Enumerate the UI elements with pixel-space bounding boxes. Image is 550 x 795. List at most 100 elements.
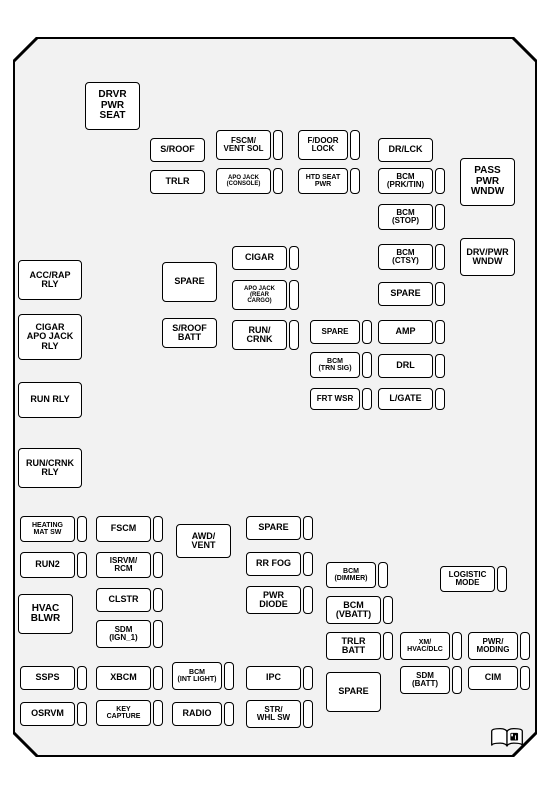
manual-book-icon: i (490, 727, 524, 749)
fuse-run-rly: RUN RLY (18, 382, 82, 418)
fuse-htd-seat-pwr-s (350, 168, 360, 194)
fuse-cigar: CIGAR (232, 246, 287, 270)
fuse-str-whl-sw: STR/ WHL SW (246, 700, 301, 728)
fuse-rr-fog: RR FOG (246, 552, 301, 576)
fuse-heating-mat-sw: HEATING MAT SW (20, 516, 75, 542)
fuse-bcm-dimmer-s (378, 562, 388, 588)
fuse-xm-hvac-dlc: XM/ HVAC/DLC (400, 632, 450, 660)
fuse-cim-s (520, 666, 530, 690)
fuse-osrvm: OSRVM (20, 702, 75, 726)
fuse-rr-fog-s (303, 552, 313, 576)
fuse-spare-5: SPARE (326, 672, 381, 712)
fuse-bcm-ctsy: BCM (CTSY) (378, 244, 433, 270)
fuse-bcm-ctsy-s (435, 244, 445, 270)
fuse-s-roof-batt: S/ROOF BATT (162, 318, 217, 348)
fuse-heating-mat-sw-s (77, 516, 87, 542)
fuse-apo-jack-rear-s (289, 280, 299, 310)
fuse-run-crnk-rly: RUN/CRNK RLY (18, 448, 82, 488)
fuse-bcm-vbatt-s (383, 596, 393, 624)
fuse-clstr: CLSTR (96, 588, 151, 612)
fuse-radio: RADIO (172, 702, 222, 726)
fuse-isrvm-rcm-s (153, 552, 163, 578)
fuse-awd-vent: AWD/ VENT (176, 524, 231, 558)
fuse-dr-lck: DR/LCK (378, 138, 433, 162)
fuse-l-gate: L/GATE (378, 388, 433, 410)
fuse-run2-s (77, 552, 87, 578)
fuse-bcm-stop: BCM (STOP) (378, 204, 433, 230)
fuse-sdm-ign-1: SDM (IGN_1) (96, 620, 151, 648)
fuse-frt-wsr-s (362, 388, 372, 410)
fuse-bcm-trn-sig: BCM (TRN SIG) (310, 352, 360, 378)
fuse-run2: RUN2 (20, 552, 75, 578)
fuse-bcm-prk-tn-s (435, 168, 445, 194)
fuse-fscm-s (153, 516, 163, 542)
fuse-ipc: IPC (246, 666, 301, 690)
fuse-drl: DRL (378, 354, 433, 378)
fuse-cim: CIM (468, 666, 518, 690)
fuse-hvac-blwr: HVAC BLWR (18, 594, 73, 634)
fuse-htd-seat-pwr: HTD SEAT PWR (298, 168, 348, 194)
fuse-trlr-batt-s (383, 632, 393, 660)
fuse-l-gate-s (435, 388, 445, 410)
fuse-drv-pwr-wndw: DRV/PWR WNDW (460, 238, 515, 276)
fuse-pwr-diode-s (303, 586, 313, 614)
fuse-logistic-mode-s (497, 566, 507, 592)
fuse-apo-jack-console: APO JACK (CONSOLE) (216, 168, 271, 194)
fuse-amp: AMP (378, 320, 433, 344)
fuse-s-roof: S/ROOF (150, 138, 205, 162)
fuse-cigar-s (289, 246, 299, 270)
fuse-bcm-trn-sig-s (362, 352, 372, 378)
fuse-fscm: FSCM (96, 516, 151, 542)
fuse-spare-3: SPARE (310, 320, 360, 344)
fuse-apo-jack-rear: APO JACK (REAR CARGO) (232, 280, 287, 310)
fuse-spare-4-s (303, 516, 313, 540)
svg-text:i: i (515, 734, 517, 741)
fuse-key-capture-s (153, 700, 163, 726)
fuse-xbcm: XBCM (96, 666, 151, 690)
fuse-drvr-pwr-seat: DRVR PWR SEAT (85, 82, 140, 130)
fuse-clstr-s (153, 588, 163, 612)
fuse-ipc-s (303, 666, 313, 690)
fuse-bcm-int-light: BCM (INT LIGHT) (172, 662, 222, 690)
fuse-drl-s (435, 354, 445, 378)
fuse-f-door-lock: F/DOOR LOCK (298, 130, 348, 160)
fuse-sdm-ign-1-s (153, 620, 163, 648)
fuse-spare-3-s (362, 320, 372, 344)
fuse-diagram-stage: DRVR PWR SEAT S/ROOF FSCM/ VENT SOL F/DOOR … (0, 0, 550, 795)
fuse-logistic-mode: LOGISTIC MODE (440, 566, 495, 592)
fuse-f-door-lock-s (350, 130, 360, 160)
fuse-xm-hvac-dlc-s (452, 632, 462, 660)
fuse-bcm-stop-s (435, 204, 445, 230)
fuse-fscm-vent-sol-s (273, 130, 283, 160)
fuse-trlr: TRLR (150, 170, 205, 194)
fuse-osrvm-s (77, 702, 87, 726)
fuse-spare-4: SPARE (246, 516, 301, 540)
fuse-xbcm-s (153, 666, 163, 690)
fuse-ssps: SSPS (20, 666, 75, 690)
fuse-run-crnk-s (289, 320, 299, 350)
fuse-spare-2-s (435, 282, 445, 306)
fuse-spare-2: SPARE (378, 282, 433, 306)
fuse-bcm-int-light-s (224, 662, 234, 690)
fuse-pwr-diode: PWR DIODE (246, 586, 301, 614)
fuse-amp-s (435, 320, 445, 344)
fuse-bcm-vbatt: BCM (VBATT) (326, 596, 381, 624)
fuse-apo-jack-console-s (273, 168, 283, 194)
fuse-pass-pwr-wndw: PASS PWR WNDW (460, 158, 515, 206)
fuse-trlr-batt: TRLR BATT (326, 632, 381, 660)
fuse-run-crnk: RUN/ CRNK (232, 320, 287, 350)
fuse-sdm-batt-s (452, 666, 462, 694)
fuse-spare-1: SPARE (162, 262, 217, 302)
fuse-bcm-dimmer: BCM (DIMMER) (326, 562, 376, 588)
fuse-key-capture: KEY CAPTURE (96, 700, 151, 726)
fuse-bcm-prk-tn: BCM (PRK/TIN) (378, 168, 433, 194)
fuse-str-whl-sw-s (303, 700, 313, 728)
fuse-fscm-vent-sol: FSCM/ VENT SOL (216, 130, 271, 160)
fuse-pwr-moding: PWR/ MODING (468, 632, 518, 660)
fuse-isrvm-rcm: ISRVM/ RCM (96, 552, 151, 578)
fuse-frt-wsr: FRT WSR (310, 388, 360, 410)
fuse-cigar-apo-jack-rly: CIGAR APO JACK RLY (18, 314, 82, 360)
fuse-ssps-s (77, 666, 87, 690)
fuse-radio-s (224, 702, 234, 726)
fuse-acc-rap-rly: ACC/RAP RLY (18, 260, 82, 300)
